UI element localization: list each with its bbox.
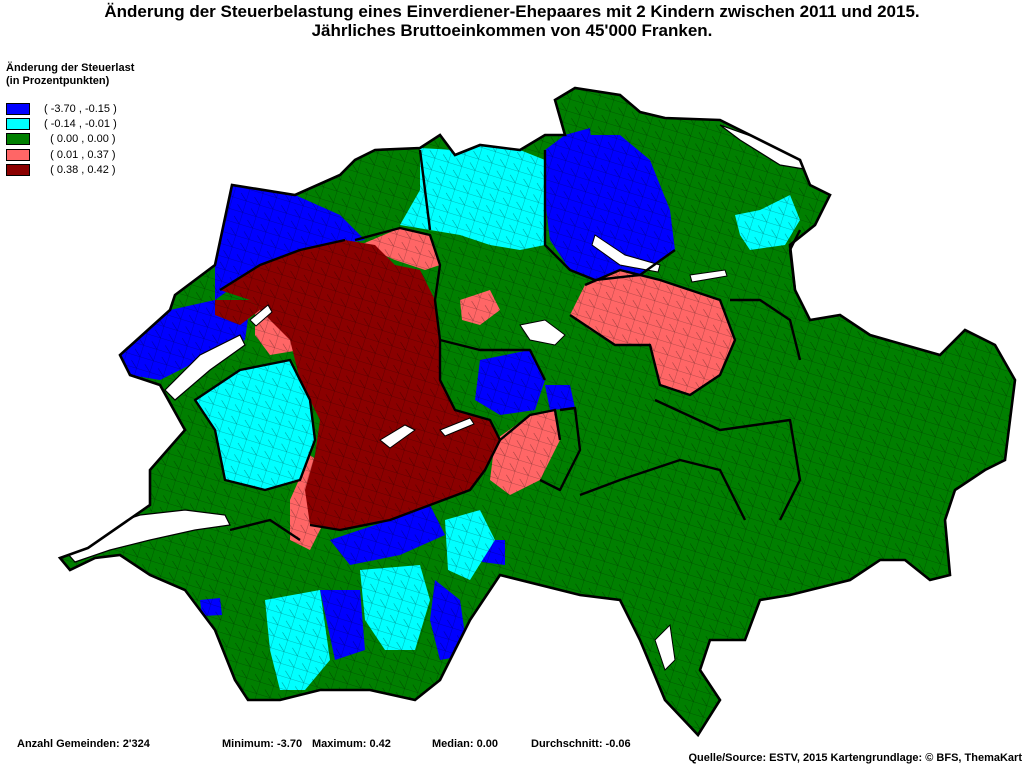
legend-items: ( -3.70 , -0.15 ) ( -0.14 , -0.01 ) ( 0.0… [6,101,134,178]
legend-title: Änderung der Steuerlast (in Prozentpunkt… [6,62,134,88]
legend: Änderung der Steuerlast (in Prozentpunkt… [6,62,134,178]
lake-maggiore [654,623,676,671]
stat-minimum: Minimum: -3.70 [222,738,303,750]
lake-zurich [591,234,661,273]
legend-title-line1: Änderung der Steuerlast [6,62,135,74]
map-title: Änderung der Steuerbelastung eines Einve… [0,2,1024,40]
source-credit: Quelle/Source: ESTV, 2015 Kartengrundlag… [688,752,1022,764]
lake-brienz [439,417,475,437]
lake-walensee [689,269,728,283]
stat-count: Anzahl Gemeinden: 2'324 [17,738,150,750]
lake-neuchatel [164,334,246,401]
legend-swatch [6,102,30,115]
legend-item: ( 0.01 , 0.37 ) [6,147,134,162]
legend-label: ( 0.38 , 0.42 ) [44,164,116,177]
legend-item: ( -3.70 , -0.15 ) [6,101,134,116]
legend-swatch [6,118,30,131]
legend-swatch [6,164,30,177]
canton-borders [193,149,802,541]
map-title-line1: Änderung der Steuerbelastung eines Einve… [104,2,920,21]
stat-average: Durchschnitt: -0.06 [531,738,631,750]
legend-item: ( 0.38 , 0.42 ) [6,163,134,178]
legend-item: ( -0.14 , -0.01 ) [6,116,134,131]
legend-item: ( 0.00 , 0.00 ) [6,132,134,147]
stat-median: Median: 0.00 [432,738,499,750]
stat-maximum: Maximum: 0.42 [312,738,391,750]
legend-title-line2: (in Prozentpunkten) [6,75,110,87]
legend-label: ( 0.00 , 0.00 ) [44,133,116,146]
legend-swatch [6,133,30,146]
statistics-bar: Anzahl Gemeinden: 2'324 Minimum: -3.70 M… [0,738,1024,752]
lake-thun [379,424,416,449]
legend-label: ( 0.01 , 0.37 ) [44,148,116,161]
legend-swatch [6,148,30,161]
legend-label: ( -0.14 , -0.01 ) [44,118,117,131]
lake-lucerne [519,319,566,346]
legend-label: ( -3.70 , -0.15 ) [44,102,117,115]
lake-biel [249,304,273,327]
map-title-line2: Jährliches Bruttoeinkommen von 45'000 Fr… [311,21,713,40]
